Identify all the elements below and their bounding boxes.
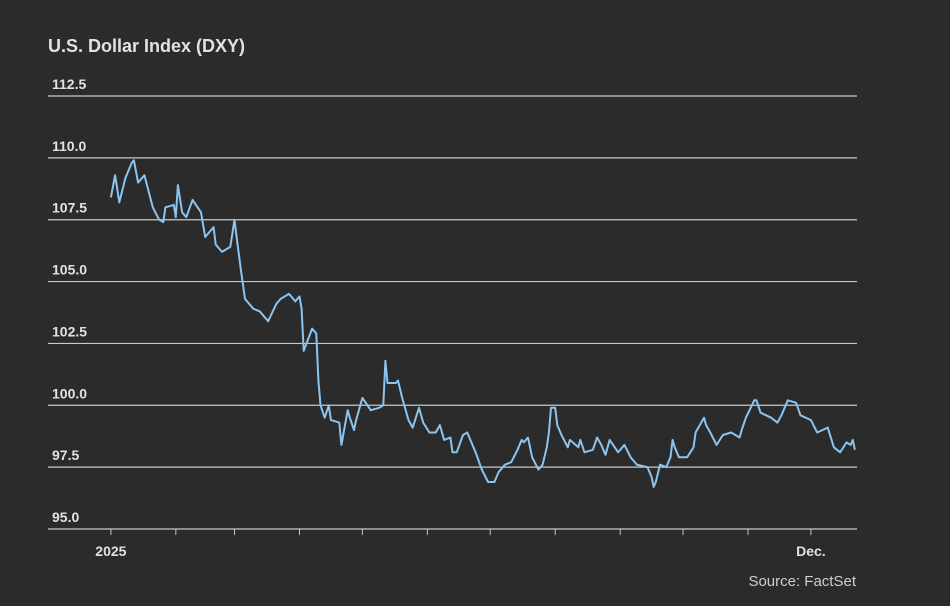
x-tick-label: Dec. <box>796 543 826 559</box>
source-note: Source: FactSet <box>748 573 856 590</box>
y-tick-label: 97.5 <box>52 447 79 463</box>
y-tick-label: 100.0 <box>52 385 87 401</box>
y-tick-label: 110.0 <box>52 138 86 154</box>
y-tick-label: 107.5 <box>52 200 87 216</box>
y-tick-label: 112.5 <box>52 76 86 92</box>
y-tick-label: 95.0 <box>52 509 79 525</box>
chart-title: U.S. Dollar Index (DXY) <box>48 36 245 56</box>
y-tick-label: 105.0 <box>52 262 87 278</box>
data-line <box>109 159 856 488</box>
y-tick-label: 102.5 <box>52 323 87 339</box>
x-tick-label: 2025 <box>95 543 126 559</box>
